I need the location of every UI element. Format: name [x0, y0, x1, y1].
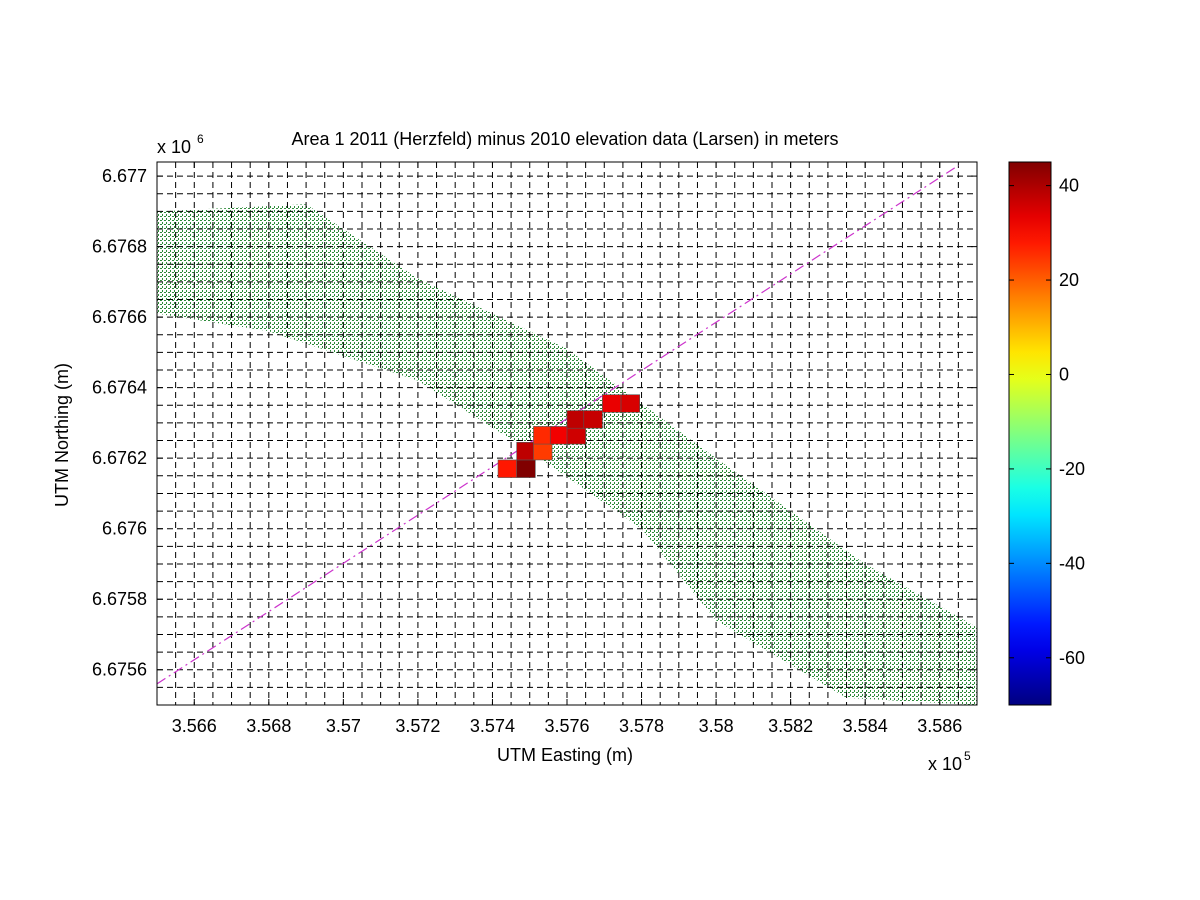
x-ticks: 3.566 3.568 3.57 3.572 3.574 3.576 3.578 3.58 3.… [172, 162, 962, 736]
heatmap-cell [602, 394, 622, 413]
colorbar-tick-label: -20 [1059, 459, 1085, 479]
x-axis-multiplier: x 10 5 [928, 749, 971, 774]
heatmap-cell [549, 426, 570, 445]
colorbar: 40 20 0 -20 -40 -60 [1008, 161, 1085, 706]
colorbar-frame [1008, 161, 1052, 706]
heatmap-cell [516, 442, 536, 461]
track-line [157, 165, 959, 685]
x-tick-label: 3.58 [699, 716, 734, 736]
x-tick-label: 3.572 [395, 716, 440, 736]
x-tick-label: 3.568 [246, 716, 291, 736]
y-axis-multiplier: x 10 6 [157, 132, 204, 157]
x-axis-label: UTM Easting (m) [497, 745, 633, 765]
x-tick-label: 3.582 [768, 716, 813, 736]
grid-layer [157, 162, 977, 705]
y-tick-label: 6.6766 [92, 307, 147, 327]
x-tick-label: 3.566 [172, 716, 217, 736]
plot-area: 3.566 3.568 3.57 3.572 3.574 3.576 3.578 3.58 3.… [92, 161, 978, 736]
colorbar-tick-label: -60 [1059, 648, 1085, 668]
colorbar-gradient [1009, 162, 1051, 705]
y-exponent-text: 6 [197, 132, 204, 146]
y-tick-label: 6.6768 [92, 237, 147, 257]
x-tick-label: 3.576 [544, 716, 589, 736]
heatmap-cell [516, 459, 536, 478]
x-tick-label: 3.586 [917, 716, 962, 736]
colorbar-ticks: 40 20 0 -20 -40 -60 [1009, 176, 1085, 668]
colorbar-tick-label: 40 [1059, 176, 1079, 196]
chart-title: Area 1 2011 (Herzfeld) minus 2010 elevat… [292, 129, 839, 149]
heatmap-cell [533, 442, 553, 461]
heatmap-cell [497, 459, 517, 478]
heatmap-cell [566, 426, 586, 445]
heatmap-cell [566, 410, 586, 429]
x-multiplier-text: x 10 [928, 754, 962, 774]
track-layer [157, 165, 959, 685]
y-tick-label: 6.6764 [92, 378, 147, 398]
heatmap-cell [533, 426, 553, 445]
y-tick-label: 6.6762 [92, 448, 147, 468]
x-tick-label: 3.57 [326, 716, 361, 736]
y-multiplier-text: x 10 [157, 137, 191, 157]
y-ticks: 6.6756 6.6758 6.676 6.6762 6.6764 6.6766 6.676… [92, 166, 977, 680]
y-tick-label: 6.6756 [92, 660, 147, 680]
cell-layer [497, 394, 640, 478]
y-tick-label: 6.677 [102, 166, 147, 186]
colorbar-tick-label: 0 [1059, 364, 1069, 384]
x-tick-label: 3.574 [470, 716, 515, 736]
y-tick-label: 6.676 [102, 519, 147, 539]
x-tick-label: 3.584 [843, 716, 888, 736]
colorbar-tick-label: 20 [1059, 270, 1079, 290]
y-axis-label: UTM Northing (m) [52, 363, 72, 507]
y-tick-label: 6.6758 [92, 589, 147, 609]
x-tick-label: 3.578 [619, 716, 664, 736]
x-exponent-text: 5 [964, 749, 971, 763]
colorbar-tick-label: -40 [1059, 553, 1085, 573]
heatmap-cell [583, 410, 603, 429]
heatmap-cell [620, 394, 640, 413]
